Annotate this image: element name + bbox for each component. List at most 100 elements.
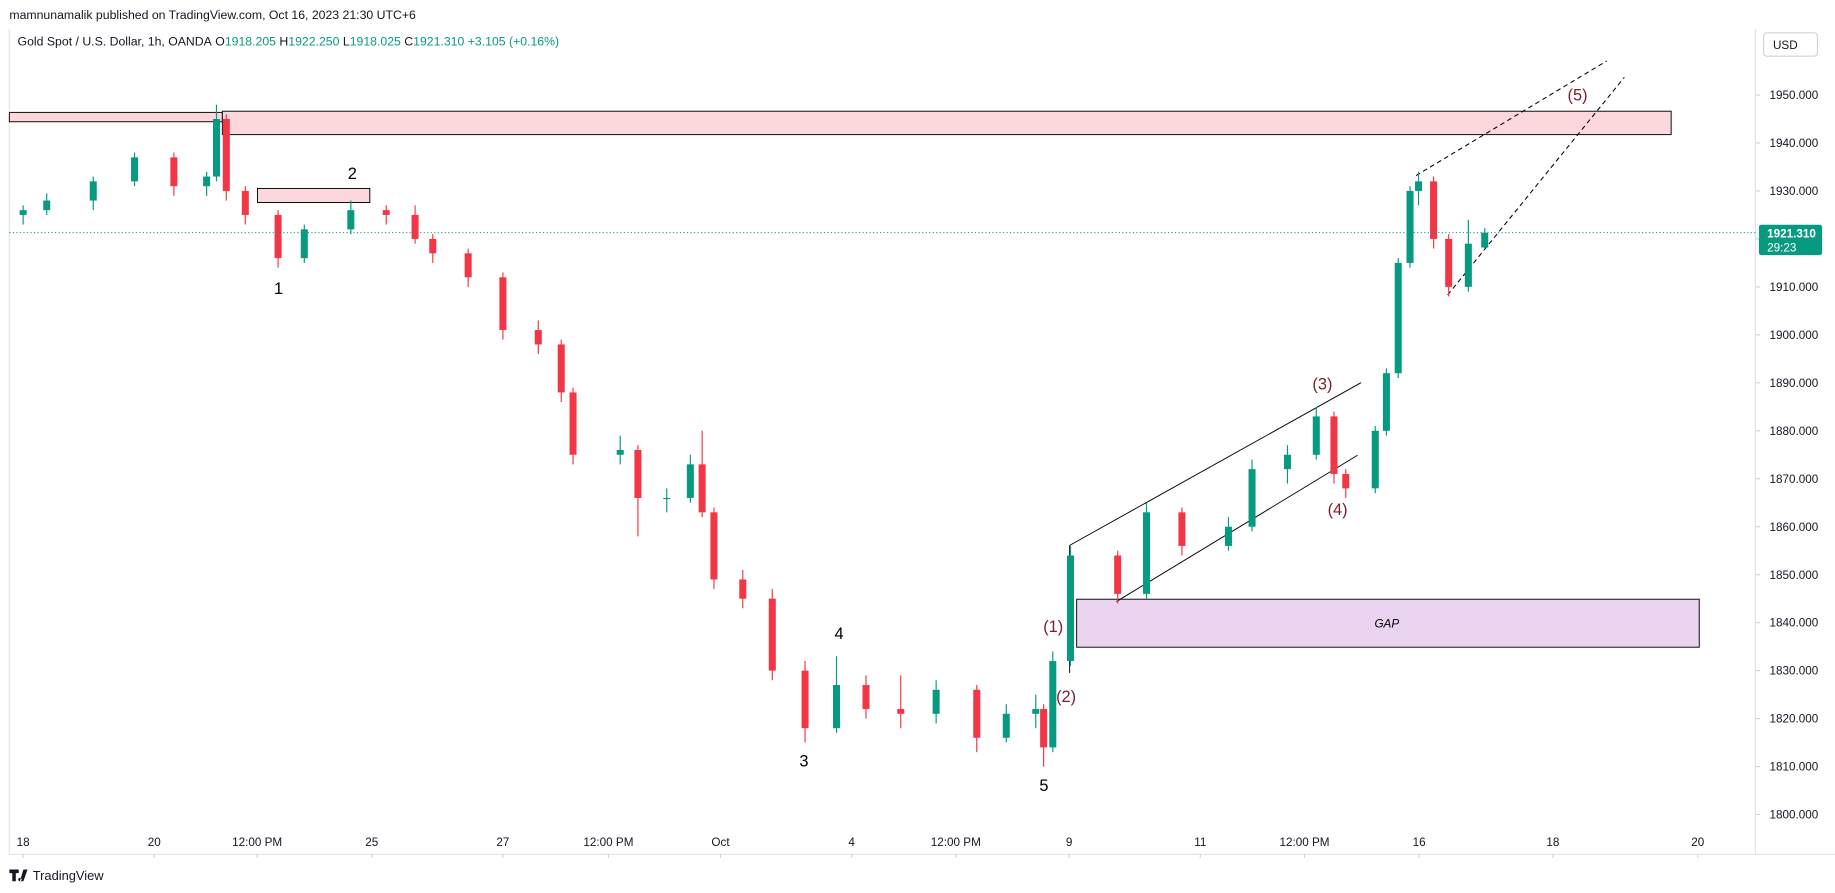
candle-body [634, 449, 642, 498]
wave-label: 5 [1039, 777, 1048, 795]
y-tick-label: 1830.000 [1769, 665, 1818, 678]
candle-body [464, 253, 472, 278]
ohlc-value: 1921.310 [413, 35, 464, 49]
y-tick-label: 1840.000 [1769, 617, 1818, 630]
channel-lower [1116, 454, 1358, 602]
ohlc-key: L [343, 35, 350, 49]
candle-body [1114, 555, 1122, 594]
candle-body [411, 214, 419, 239]
candle-body [1002, 713, 1010, 738]
channel-upper [1069, 382, 1362, 546]
candle-body [616, 449, 624, 455]
supply-zone [221, 110, 1672, 136]
ohlc-key: H [279, 35, 288, 49]
wave-label: (1) [1043, 618, 1063, 636]
candle-body [862, 685, 870, 710]
candle-body [973, 689, 981, 738]
x-tick-label: Oct [711, 836, 730, 849]
candle-body [1481, 232, 1489, 248]
wave-label: 1 [274, 280, 283, 298]
wave-label: (3) [1312, 376, 1332, 394]
currency[interactable]: USD [1773, 39, 1798, 52]
y-tick-label: 1870.000 [1769, 473, 1818, 486]
ohlc-key: O [215, 35, 225, 49]
y-tick-label: 1810.000 [1769, 761, 1818, 774]
candle-body [89, 181, 97, 201]
candle-body [1464, 243, 1472, 287]
x-tick-label: 11 [1194, 836, 1206, 849]
ohlc-value: 1918.025 [350, 35, 401, 49]
y-tick-label: 1860.000 [1769, 521, 1818, 534]
currency-box[interactable] [1763, 32, 1819, 57]
y-tick-label: 1890.000 [1769, 377, 1818, 390]
candle-body [131, 157, 139, 182]
y-tick-label: 1850.000 [1769, 569, 1818, 582]
candle-body [170, 157, 178, 187]
y-tick-label: 1900.000 [1769, 329, 1818, 342]
x-tick-label: 20 [1691, 836, 1705, 849]
plot: 1800.000 1810.000 1820.000 1830.000 1840.000… [9, 89, 1819, 858]
wedge-upper [1415, 60, 1608, 177]
change: +3.105 (+0.16%) [468, 35, 559, 49]
candle-body [1049, 661, 1057, 748]
ohlc-value: 1918.205 [225, 35, 276, 49]
x-tick-label: 9 [1066, 836, 1073, 849]
candle-body [1143, 512, 1151, 594]
candle-body [534, 330, 542, 345]
logo [9, 869, 28, 882]
x-tick-label: 4 [848, 836, 855, 849]
x-tick-label: 12:00 PM [931, 836, 981, 849]
candle-body [768, 598, 776, 671]
candle-body [1178, 512, 1186, 546]
wave-label: 3 [799, 753, 808, 771]
candle-body [43, 200, 51, 211]
candle-body [499, 277, 507, 331]
candle-body [801, 670, 809, 729]
wedge-lower [1447, 76, 1625, 296]
zone-left [8, 111, 223, 123]
candle-body [212, 118, 220, 177]
candle-body [1330, 416, 1338, 474]
x-tick-label: 12:00 PM [583, 836, 633, 849]
symbol: Gold Spot / U.S. Dollar, 1h, OANDA [18, 35, 213, 49]
x-tick-label: 12:00 PM [232, 836, 282, 849]
x-tick-label: 27 [496, 836, 509, 849]
candle-body [1415, 181, 1423, 191]
candle-body [1248, 469, 1256, 527]
candle-body [1371, 430, 1379, 489]
candle-body [203, 176, 211, 187]
wave-label: 2 [348, 165, 357, 183]
candle-body [1224, 526, 1232, 546]
candle-body [1382, 373, 1390, 431]
candle-body [1032, 709, 1040, 714]
x-tick-label: 18 [1546, 836, 1559, 849]
wave-label: (2) [1056, 688, 1076, 706]
candle-body [710, 512, 718, 580]
gap-zone [1076, 598, 1700, 648]
candle-body [663, 497, 671, 500]
small-zone [256, 187, 371, 203]
y-tick-label: 1910.000 [1769, 281, 1818, 294]
x-tick-label: 16 [1413, 836, 1426, 849]
x-tick-label: 12:00 PM [1279, 836, 1329, 849]
y-tick-label: 1800.000 [1769, 809, 1818, 822]
logo-mark [9, 869, 28, 882]
y-tick-label: 1880.000 [1769, 425, 1818, 438]
y-tick-label: 1940.000 [1769, 137, 1818, 150]
price-label-box [1758, 224, 1823, 256]
ohlc-key: C [404, 35, 413, 49]
countdown: 29:23 [1767, 242, 1796, 255]
x-tick-label: 25 [365, 836, 379, 849]
candle-body [347, 210, 355, 230]
candle-body [19, 210, 27, 215]
candle-body [1040, 709, 1048, 748]
candle-body [222, 118, 230, 191]
candle-body [382, 210, 390, 215]
candle-body [1406, 190, 1414, 263]
candle-body [1283, 454, 1291, 470]
candle-body [429, 238, 437, 254]
y-tick-label: 1950.000 [1769, 89, 1818, 102]
